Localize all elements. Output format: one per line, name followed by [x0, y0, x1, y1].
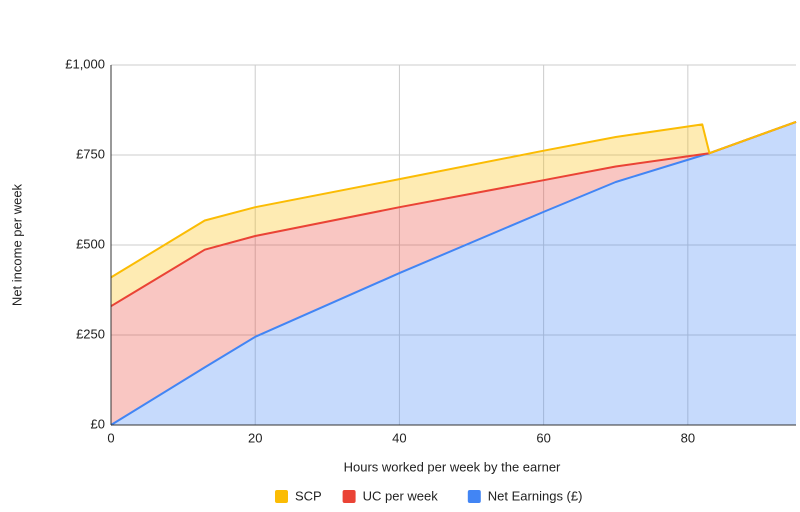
y-axis-title: Net income per week: [9, 183, 24, 306]
x-tick-label: 20: [248, 430, 262, 445]
areas: [111, 121, 796, 425]
y-tick-label: £250: [76, 326, 105, 341]
y-tick-label: £0: [91, 416, 105, 431]
x-tick-label: 60: [536, 430, 550, 445]
area: [111, 121, 796, 425]
legend-swatch: [275, 490, 288, 503]
legend-label: SCP: [295, 488, 322, 503]
y-tick-label: £1,000: [65, 56, 105, 71]
y-tick-label: £750: [76, 146, 105, 161]
legend-swatch: [342, 490, 356, 503]
x-tick-label: 40: [392, 430, 406, 445]
legend-label: Net Earnings (£): [488, 488, 583, 503]
x-tick-label: 0: [107, 430, 114, 445]
y-tick-label: £500: [76, 236, 105, 251]
area: [111, 121, 796, 307]
x-tick-label: 80: [681, 430, 695, 445]
line: [110, 120, 797, 279]
legend-swatch: [467, 490, 481, 503]
area: [111, 121, 796, 425]
line: [110, 120, 797, 308]
legend-label: UC per week: [363, 488, 439, 503]
x-axis-title: Hours worked per week by the earner: [344, 459, 561, 474]
